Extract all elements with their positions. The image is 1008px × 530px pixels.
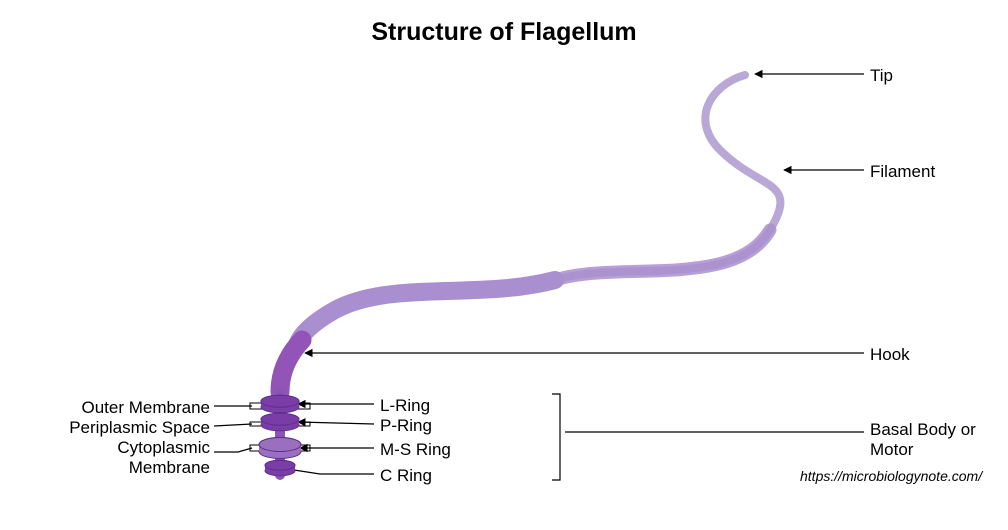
ms-ring-side [259, 445, 301, 452]
hook-shape [280, 340, 302, 392]
flagellum-shape [250, 75, 780, 476]
leader-cyto-mem [214, 448, 252, 452]
label-tip: Tip [870, 66, 893, 86]
label-outer-mem: Outer Membrane [82, 398, 211, 418]
credit-text: https://microbiologynote.com/ [800, 468, 982, 484]
filament-mid [555, 230, 770, 280]
leader-c-ring-lbl [294, 470, 374, 474]
label-c-ring-lbl: C Ring [380, 466, 432, 486]
diagram-container: Structure of Flagellum TipFilamentHookBa… [0, 0, 1008, 530]
label-basal: Basal Body orMotor [870, 420, 976, 459]
label-hook: Hook [870, 345, 910, 365]
label-l-ring-lbl: L-Ring [380, 396, 430, 416]
label-filament: Filament [870, 162, 935, 182]
bracket-basal [552, 394, 560, 480]
leader-peri-space [214, 424, 252, 426]
filament-thick [297, 280, 555, 345]
label-cyto-mem: CytoplasmicMembrane [117, 438, 210, 477]
label-p-ring-lbl: P-Ring [380, 416, 432, 436]
label-ms-ring-lbl: M-S Ring [380, 440, 451, 460]
label-peri-space: Periplasmic Space [69, 418, 210, 438]
